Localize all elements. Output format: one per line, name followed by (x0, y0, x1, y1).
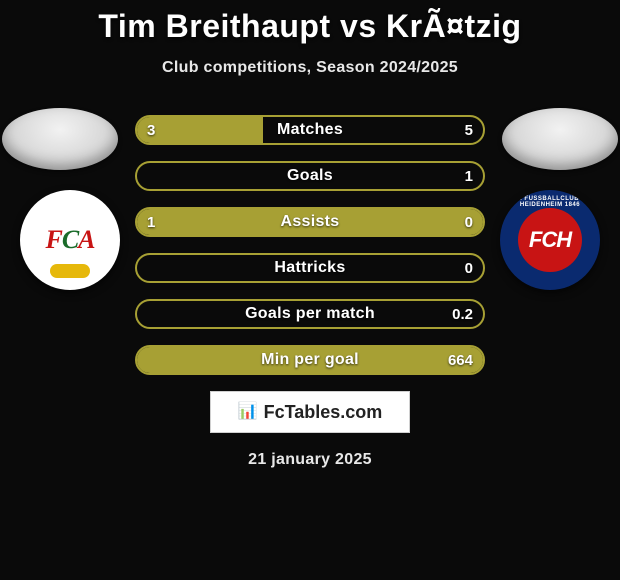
club-badge-right-inner: FCH (518, 208, 582, 272)
stat-row: Matches35 (135, 115, 485, 145)
stat-fill-right (137, 347, 483, 373)
stat-row: Goals1 (135, 161, 485, 191)
club-badge-left-letter-c: C (62, 225, 78, 254)
date-line: 21 january 2025 (0, 451, 620, 469)
stat-fill-left (137, 209, 483, 235)
club-badge-left-accent (50, 264, 90, 278)
chart-icon: 📊 (238, 404, 258, 420)
stat-track (135, 161, 485, 191)
player-left-avatar-placeholder (2, 108, 118, 170)
stat-track (135, 253, 485, 283)
stat-row: Assists10 (135, 207, 485, 237)
brand-text: FcTables.com (264, 402, 383, 423)
stat-row: Min per goal664 (135, 345, 485, 375)
subtitle: Club competitions, Season 2024/2025 (0, 59, 620, 77)
stat-track (135, 299, 485, 329)
page-title: Tim Breithaupt vs KrÃ¤tzig (0, 8, 620, 45)
stat-fill-left (137, 117, 263, 143)
club-badge-left-text: FCA (45, 225, 94, 255)
player-right-avatar-placeholder (502, 108, 618, 170)
club-badge-left-letter-f: F (45, 225, 61, 254)
comparison-bars: Matches35 Goals1 Assists10 Hattricks0 Goals … (135, 115, 485, 375)
stat-row: Goals per match0.2 (135, 299, 485, 329)
comparison-infographic: Tim Breithaupt vs KrÃ¤tzig Club competit… (0, 0, 620, 469)
club-badge-right-text: FCH (529, 227, 571, 253)
brand-box: 📊 FcTables.com (210, 391, 410, 433)
player-left-panel: FCA (2, 108, 120, 290)
club-badge-left-letter-a: A (78, 225, 94, 254)
club-badge-right-ring-text: 1. FUSSBALLCLUB · HEIDENHEIM 1846 (500, 196, 600, 208)
club-badge-right: 1. FUSSBALLCLUB · HEIDENHEIM 1846 FCH (500, 190, 600, 290)
stat-row: Hattricks0 (135, 253, 485, 283)
club-badge-left: FCA (20, 190, 120, 290)
player-right-panel: 1. FUSSBALLCLUB · HEIDENHEIM 1846 FCH (502, 108, 618, 290)
